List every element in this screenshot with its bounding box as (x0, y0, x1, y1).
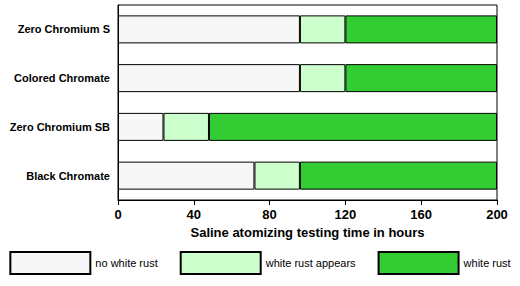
svg-text:no white rust: no white rust (95, 257, 157, 269)
svg-text:Saline atomizing testing time: Saline atomizing testing time in hours (190, 225, 424, 240)
svg-text:120: 120 (335, 207, 357, 222)
svg-text:0: 0 (114, 207, 121, 222)
svg-text:160: 160 (410, 207, 432, 222)
svg-text:80: 80 (262, 207, 276, 222)
svg-text:Zero Chromium SB: Zero Chromium SB (10, 121, 110, 133)
svg-text:white rust appears: white rust appears (265, 257, 356, 269)
svg-text:Black Chromate: Black Chromate (26, 170, 110, 182)
svg-text:40: 40 (187, 207, 201, 222)
svg-text:200: 200 (486, 207, 508, 222)
svg-text:Colored Chromate: Colored Chromate (14, 72, 110, 84)
svg-text:white rust: white rust (463, 257, 511, 269)
svg-text:Zero Chromium S: Zero Chromium S (18, 23, 110, 35)
